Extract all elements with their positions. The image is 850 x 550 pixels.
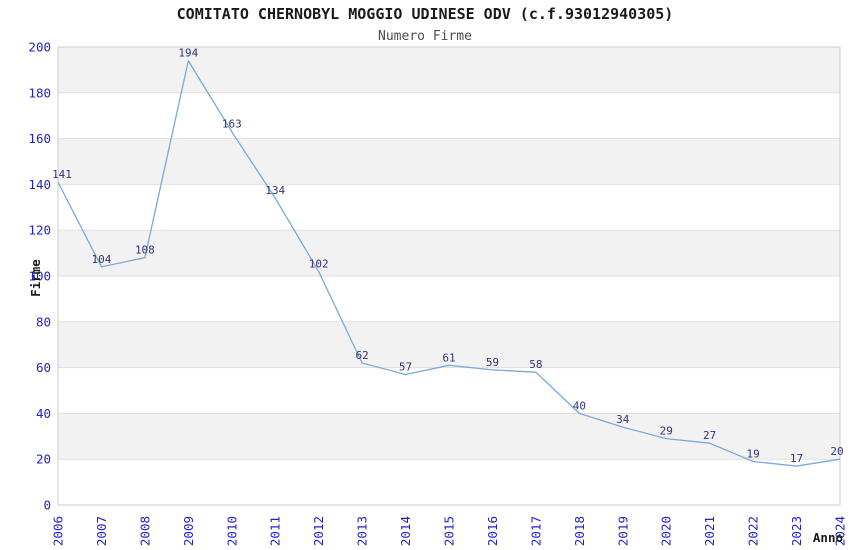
x-axis-tick-labels: 2006 2007 2008 2009 2010 2011 2012 2013 2014 2015… (51, 516, 848, 546)
y-tick-label: 20 (36, 452, 51, 467)
plot-border (57, 46, 841, 506)
plot-band (58, 138, 840, 185)
data-point-label: 102 (309, 257, 329, 270)
y-tick-label: 200 (28, 40, 51, 55)
y-tick-label: 140 (28, 177, 51, 192)
x-tick-label: 2022 (746, 516, 761, 546)
data-point-label: 20 (830, 445, 843, 458)
data-point-label: 62 (355, 349, 368, 362)
data-point-label: 59 (486, 356, 499, 369)
y-tick-label: 180 (28, 85, 51, 100)
plot-band (58, 47, 840, 93)
data-point-label: 194 (178, 47, 198, 60)
x-tick-label: 2009 (181, 516, 196, 546)
plot-band (58, 413, 840, 460)
data-point-label: 27 (703, 429, 716, 442)
data-point-label: 17 (790, 452, 803, 465)
plot-band (58, 184, 840, 231)
plot-band (58, 367, 840, 414)
y-tick-label: 160 (28, 131, 51, 146)
y-axis-title: Firme (28, 259, 43, 297)
x-tick-label: 2014 (398, 516, 413, 546)
x-tick-label: 2006 (51, 516, 66, 546)
data-point-label: 19 (746, 447, 759, 460)
y-tick-label: 0 (43, 498, 51, 513)
plot-bands (58, 47, 840, 505)
x-tick-label: 2011 (268, 516, 283, 546)
data-point-label: 104 (92, 253, 112, 266)
y-tick-label: 40 (36, 406, 51, 421)
plot-band (58, 230, 840, 276)
x-tick-label: 2018 (572, 516, 587, 546)
chart-subtitle: Numero Firme (378, 29, 472, 44)
x-tick-label: 2023 (789, 516, 804, 546)
data-point-label: 163 (222, 118, 242, 131)
data-point-labels: 141 104 108 194 163 134 102 62 57 61 59 58 40 34 29 27 1… (52, 47, 844, 465)
plot-band (58, 321, 840, 368)
data-point-label: 57 (399, 360, 412, 373)
x-tick-label: 2017 (528, 516, 543, 546)
data-point-label: 34 (616, 413, 630, 426)
x-tick-label: 2013 (355, 516, 370, 546)
x-axis-title: Anno (813, 530, 843, 545)
x-tick-label: 2021 (702, 516, 717, 546)
x-tick-label: 2019 (615, 516, 630, 546)
data-point-label: 141 (52, 168, 72, 181)
x-tick-label: 2016 (485, 516, 500, 546)
y-axis-tick-labels: 0 20 40 60 80 100 120 140 160 180 200 (28, 40, 51, 513)
x-tick-label: 2020 (659, 516, 674, 546)
plot-band (58, 92, 840, 139)
data-point-label: 134 (265, 184, 285, 197)
x-tick-label: 2012 (311, 516, 326, 546)
plot-band (58, 276, 840, 322)
y-tick-label: 100 (28, 269, 51, 284)
data-point-label: 40 (573, 399, 586, 412)
data-point-label: 61 (442, 351, 455, 364)
series-line (57, 60, 841, 467)
y-tick-label: 80 (36, 314, 51, 329)
x-tick-label: 2015 (442, 516, 457, 546)
x-tick-label: 2007 (94, 516, 109, 546)
data-point-label: 29 (660, 425, 673, 438)
plot-band (58, 459, 840, 505)
data-point-label: 108 (135, 244, 155, 257)
data-point-label: 58 (529, 358, 542, 371)
x-tick-label: 2008 (137, 516, 152, 546)
chart-title: COMITATO CHERNOBYL MOGGIO UDINESE ODV (c… (177, 5, 674, 23)
x-tick-label: 2010 (224, 516, 239, 546)
series-line-group (57, 60, 841, 467)
y-tick-label: 120 (28, 223, 51, 238)
x-tick-label: 2024 (833, 516, 848, 546)
y-tick-label: 60 (36, 360, 51, 375)
